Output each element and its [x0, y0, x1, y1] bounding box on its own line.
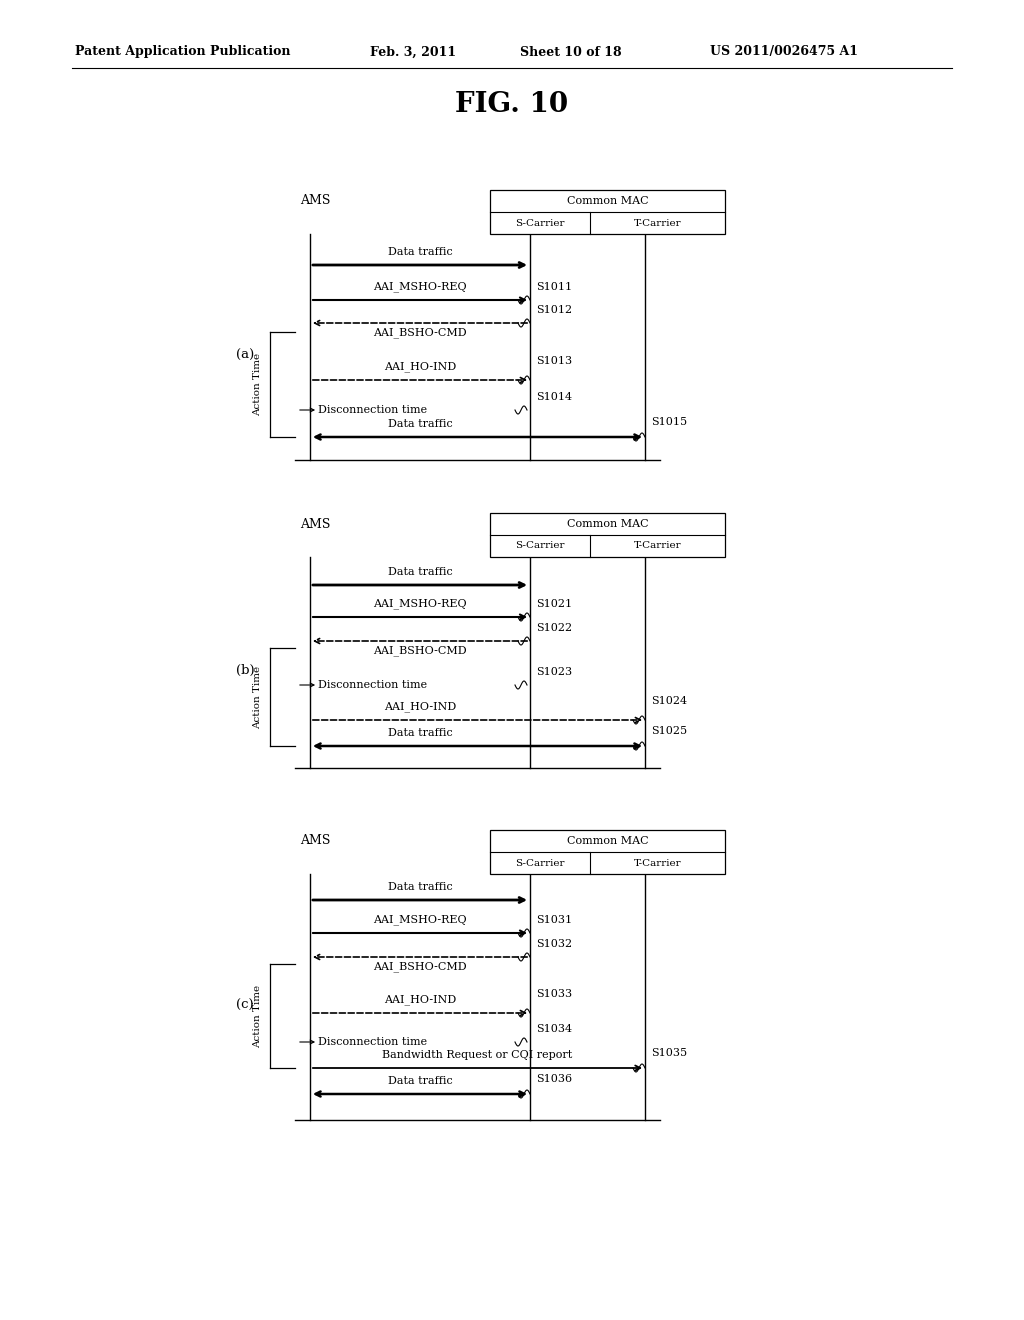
Text: US 2011/0026475 A1: US 2011/0026475 A1 — [710, 45, 858, 58]
Text: S1032: S1032 — [536, 939, 572, 949]
Text: S-Carrier: S-Carrier — [515, 858, 564, 867]
Text: AAI_MSHO-REQ: AAI_MSHO-REQ — [373, 598, 467, 609]
Text: Feb. 3, 2011: Feb. 3, 2011 — [370, 45, 456, 58]
Text: Sheet 10 of 18: Sheet 10 of 18 — [520, 45, 622, 58]
Text: AAI_MSHO-REQ: AAI_MSHO-REQ — [373, 281, 467, 292]
Text: AAI_BSHO-CMD: AAI_BSHO-CMD — [373, 327, 467, 338]
Bar — [490, 513, 725, 557]
Text: AAI_HO-IND: AAI_HO-IND — [384, 362, 456, 372]
Text: AAI_HO-IND: AAI_HO-IND — [384, 701, 456, 711]
Text: Data traffic: Data traffic — [388, 247, 453, 257]
Text: Common MAC: Common MAC — [566, 519, 648, 529]
Text: Action Time: Action Time — [254, 352, 262, 416]
Text: T-Carrier: T-Carrier — [634, 541, 681, 550]
Text: S1023: S1023 — [536, 667, 572, 677]
Text: AMS: AMS — [300, 834, 331, 847]
Text: Patent Application Publication: Patent Application Publication — [75, 45, 291, 58]
Text: AAI_BSHO-CMD: AAI_BSHO-CMD — [373, 961, 467, 972]
Text: Data traffic: Data traffic — [388, 882, 453, 892]
Text: (a): (a) — [236, 348, 254, 362]
Text: Disconnection time: Disconnection time — [318, 680, 427, 690]
Bar — [490, 190, 725, 234]
Text: T-Carrier: T-Carrier — [634, 858, 681, 867]
Text: S1033: S1033 — [536, 989, 572, 999]
Text: Common MAC: Common MAC — [566, 195, 648, 206]
Text: S1015: S1015 — [651, 417, 687, 426]
Text: Data traffic: Data traffic — [388, 418, 453, 429]
Text: T-Carrier: T-Carrier — [634, 219, 681, 227]
Text: (c): (c) — [237, 998, 254, 1011]
Text: Data traffic: Data traffic — [388, 568, 453, 577]
Text: Common MAC: Common MAC — [566, 836, 648, 846]
Bar — [490, 830, 725, 874]
Text: S1012: S1012 — [536, 305, 572, 315]
Text: AAI_HO-IND: AAI_HO-IND — [384, 994, 456, 1005]
Text: Action Time: Action Time — [254, 665, 262, 729]
Text: S1022: S1022 — [536, 623, 572, 634]
Text: Disconnection time: Disconnection time — [318, 405, 427, 414]
Text: AMS: AMS — [300, 517, 331, 531]
Text: Data traffic: Data traffic — [388, 729, 453, 738]
Text: S-Carrier: S-Carrier — [515, 541, 564, 550]
Text: S1036: S1036 — [536, 1074, 572, 1084]
Text: Bandwidth Request or CQI report: Bandwidth Request or CQI report — [382, 1049, 572, 1060]
Text: AAI_MSHO-REQ: AAI_MSHO-REQ — [373, 915, 467, 925]
Text: S1031: S1031 — [536, 915, 572, 925]
Text: S-Carrier: S-Carrier — [515, 219, 564, 227]
Text: S1035: S1035 — [651, 1048, 687, 1059]
Text: S1025: S1025 — [651, 726, 687, 737]
Text: S1021: S1021 — [536, 599, 572, 609]
Text: Data traffic: Data traffic — [388, 1076, 453, 1086]
Text: AAI_BSHO-CMD: AAI_BSHO-CMD — [373, 645, 467, 656]
Text: Disconnection time: Disconnection time — [318, 1038, 427, 1047]
Text: S1014: S1014 — [536, 392, 572, 403]
Text: Action Time: Action Time — [254, 985, 262, 1048]
Text: AMS: AMS — [300, 194, 331, 207]
Text: (b): (b) — [236, 664, 254, 677]
Text: S1024: S1024 — [651, 696, 687, 706]
Text: S1011: S1011 — [536, 282, 572, 292]
Text: S1013: S1013 — [536, 356, 572, 366]
Text: FIG. 10: FIG. 10 — [456, 91, 568, 119]
Text: S1034: S1034 — [536, 1024, 572, 1034]
